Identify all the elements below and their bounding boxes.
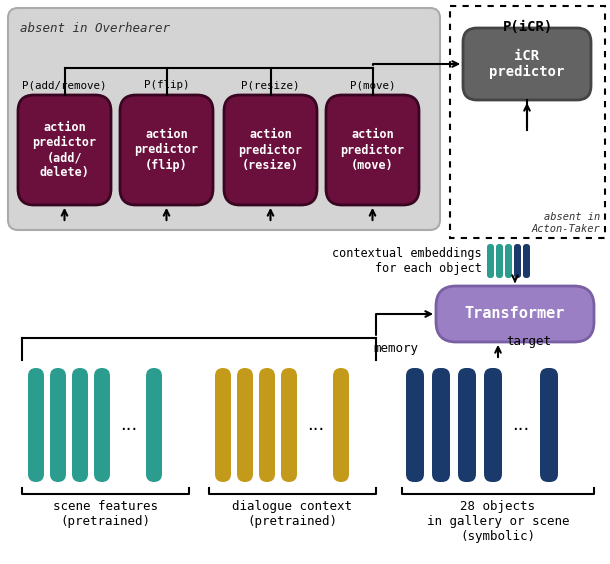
Text: target: target: [506, 335, 551, 348]
FancyBboxPatch shape: [484, 368, 502, 482]
Bar: [450, 6, 605, 238]
Text: P(add/remove): P(add/remove): [22, 80, 107, 90]
Text: action
predictor
(resize): action predictor (resize): [239, 129, 303, 171]
Text: P(move): P(move): [350, 80, 395, 90]
FancyBboxPatch shape: [18, 95, 111, 205]
FancyBboxPatch shape: [146, 368, 162, 482]
FancyBboxPatch shape: [436, 286, 594, 342]
FancyBboxPatch shape: [281, 368, 297, 482]
FancyBboxPatch shape: [432, 368, 450, 482]
FancyBboxPatch shape: [72, 368, 88, 482]
FancyBboxPatch shape: [505, 244, 512, 278]
Text: ...: ...: [512, 416, 529, 434]
Text: ...: ...: [307, 416, 325, 434]
Text: action
predictor
(add/
delete): action predictor (add/ delete): [32, 121, 96, 179]
FancyBboxPatch shape: [50, 368, 66, 482]
FancyBboxPatch shape: [8, 8, 440, 230]
FancyBboxPatch shape: [326, 95, 419, 205]
Text: memory: memory: [373, 342, 418, 355]
Text: P(resize): P(resize): [241, 80, 300, 90]
FancyBboxPatch shape: [487, 244, 494, 278]
FancyBboxPatch shape: [237, 368, 253, 482]
FancyBboxPatch shape: [406, 368, 424, 482]
FancyBboxPatch shape: [94, 368, 110, 482]
FancyBboxPatch shape: [496, 244, 503, 278]
FancyBboxPatch shape: [333, 368, 349, 482]
FancyBboxPatch shape: [514, 244, 521, 278]
Text: P(flip): P(flip): [144, 80, 189, 90]
Text: ...: ...: [120, 416, 137, 434]
FancyBboxPatch shape: [28, 368, 44, 482]
FancyBboxPatch shape: [523, 244, 530, 278]
FancyBboxPatch shape: [458, 368, 476, 482]
Text: P(iCR): P(iCR): [503, 20, 553, 34]
Text: action
predictor
(flip): action predictor (flip): [134, 129, 199, 171]
FancyBboxPatch shape: [463, 28, 591, 100]
Text: dialogue context
(pretrained): dialogue context (pretrained): [232, 500, 353, 528]
Text: 28 objects
in gallery or scene
(symbolic): 28 objects in gallery or scene (symbolic…: [427, 500, 569, 543]
Text: contextual embeddings
for each object: contextual embeddings for each object: [332, 247, 482, 275]
Text: absent in Overhearer: absent in Overhearer: [20, 22, 170, 35]
Text: Transformer: Transformer: [465, 306, 565, 321]
Text: absent in
Acton-Taker: absent in Acton-Taker: [531, 213, 600, 234]
FancyBboxPatch shape: [259, 368, 275, 482]
Text: scene features
(pretrained): scene features (pretrained): [53, 500, 158, 528]
FancyBboxPatch shape: [540, 368, 558, 482]
FancyBboxPatch shape: [120, 95, 213, 205]
Text: action
predictor
(move): action predictor (move): [340, 129, 404, 171]
FancyBboxPatch shape: [224, 95, 317, 205]
Text: iCR
predictor: iCR predictor: [489, 49, 565, 79]
FancyBboxPatch shape: [215, 368, 231, 482]
